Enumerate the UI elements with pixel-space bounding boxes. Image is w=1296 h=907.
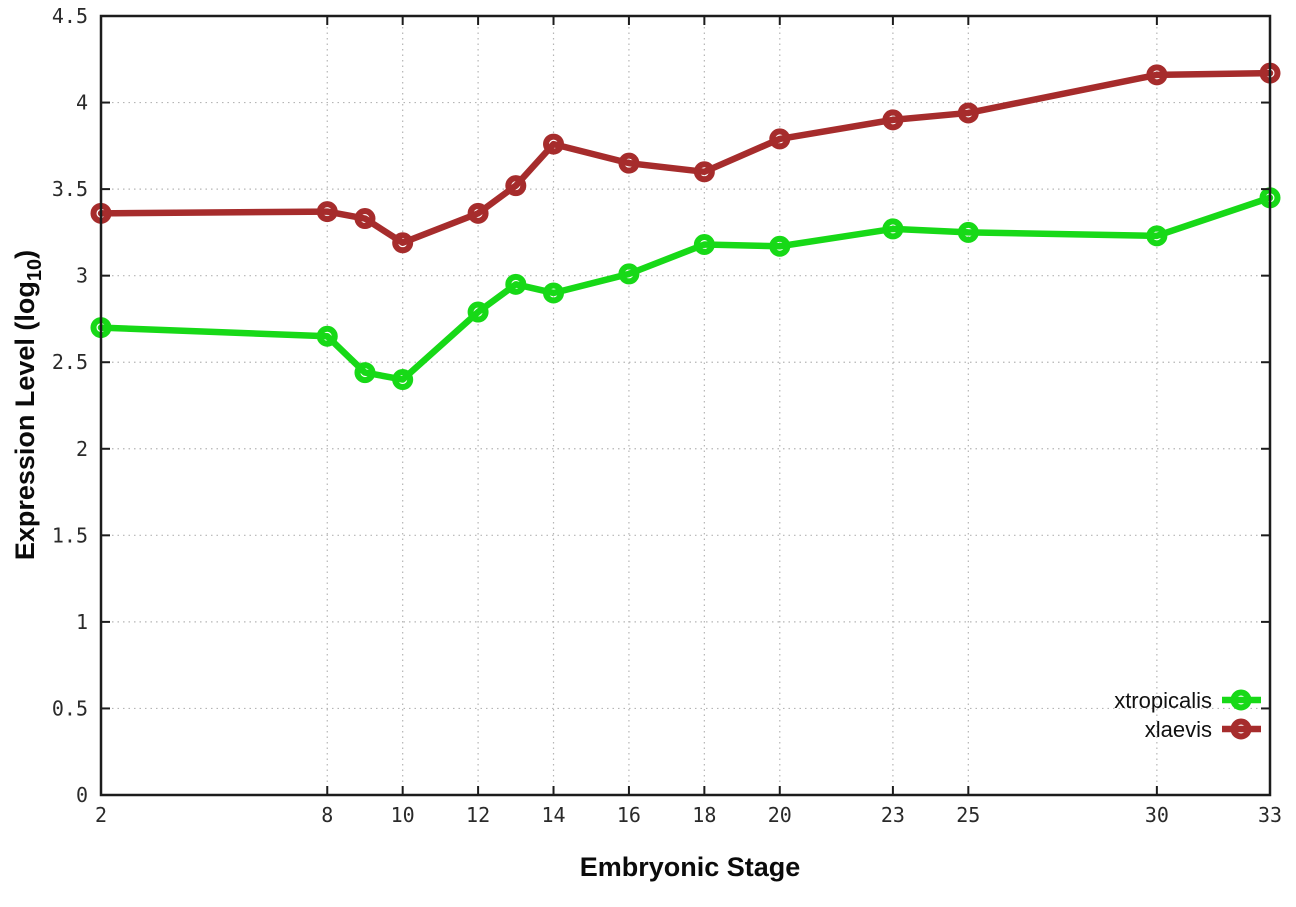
x-tick-label: 2 bbox=[95, 803, 107, 827]
y-tick-label: 3.5 bbox=[52, 177, 88, 201]
y-axis-title-close: ) bbox=[10, 250, 40, 259]
data-point-xtropicalis bbox=[693, 234, 715, 256]
y-axis-title: Expression Level (log10) bbox=[10, 250, 46, 560]
series-layer bbox=[90, 62, 1281, 391]
y-tick-label: 1.5 bbox=[52, 523, 88, 547]
x-tick-label: 12 bbox=[466, 803, 490, 827]
y-tick-label: 0 bbox=[76, 783, 88, 807]
data-point-xlaevis bbox=[618, 152, 640, 174]
data-point-xlaevis bbox=[957, 102, 979, 124]
y-tick-label: 4 bbox=[76, 91, 88, 115]
grid-layer bbox=[101, 16, 1270, 795]
plot-border bbox=[99, 14, 1272, 797]
data-point-xtropicalis bbox=[316, 325, 338, 347]
data-point-xtropicalis bbox=[392, 369, 414, 391]
data-point-xtropicalis bbox=[882, 218, 904, 240]
data-point-xtropicalis bbox=[505, 273, 527, 295]
data-point-xlaevis bbox=[354, 208, 376, 230]
y-tick-label: 2 bbox=[76, 437, 88, 461]
y-axis-title-subscript: 10 bbox=[24, 259, 46, 281]
y-tick-label: 0.5 bbox=[52, 696, 88, 720]
x-tick-label: 16 bbox=[617, 803, 641, 827]
data-point-xtropicalis bbox=[769, 235, 791, 257]
data-point-xlaevis bbox=[693, 161, 715, 183]
legend-label-xlaevis: xlaevis bbox=[1145, 717, 1212, 742]
y-axis-title-main: Expression Level (log bbox=[10, 281, 40, 560]
data-point-xlaevis bbox=[392, 232, 414, 254]
x-axis-title: Embryonic Stage bbox=[580, 852, 801, 882]
legend-marker-xtropicalis bbox=[1230, 689, 1252, 711]
data-point-xlaevis bbox=[1146, 64, 1168, 86]
legend-item-xlaevis: xlaevis bbox=[1145, 717, 1261, 742]
series-line-xlaevis bbox=[97, 69, 1274, 247]
x-tick-label: 8 bbox=[321, 803, 333, 827]
x-tick-label: 20 bbox=[768, 803, 792, 827]
y-tick-label: 4.5 bbox=[52, 4, 88, 28]
x-tick-label: 23 bbox=[881, 803, 905, 827]
data-point-xtropicalis bbox=[957, 221, 979, 243]
data-point-xlaevis bbox=[316, 201, 338, 223]
tick-label-layer: 2 8 10 12 14 16 18 20 23 25 30 33 0 0.5 1 1.5 2 2.5 3 3.5 4 4… bbox=[52, 4, 1282, 827]
x-tick-label: 30 bbox=[1145, 803, 1169, 827]
x-tick-label: 10 bbox=[391, 803, 415, 827]
data-point-xtropicalis bbox=[467, 301, 489, 323]
data-point-xtropicalis bbox=[1146, 225, 1168, 247]
data-point-xlaevis bbox=[543, 133, 565, 155]
series-line-xtropicalis bbox=[97, 194, 1274, 383]
legend: xtropicalis xlaevis bbox=[1114, 688, 1261, 742]
x-tick-label: 25 bbox=[956, 803, 980, 827]
data-point-xtropicalis bbox=[618, 263, 640, 285]
y-tick-label: 3 bbox=[76, 264, 88, 288]
data-point-xlaevis bbox=[882, 109, 904, 131]
legend-marker-xlaevis bbox=[1230, 718, 1252, 740]
data-point-xtropicalis bbox=[354, 362, 376, 384]
legend-label-xtropicalis: xtropicalis bbox=[1114, 688, 1212, 713]
data-point-xlaevis bbox=[467, 202, 489, 224]
legend-item-xtropicalis: xtropicalis bbox=[1114, 688, 1261, 713]
data-point-xlaevis bbox=[505, 175, 527, 197]
y-tick-label: 2.5 bbox=[52, 350, 88, 374]
tick-layer bbox=[100, 15, 1271, 796]
data-point-xtropicalis bbox=[543, 282, 565, 304]
x-tick-label: 33 bbox=[1258, 803, 1282, 827]
y-tick-label: 1 bbox=[76, 610, 88, 634]
x-tick-label: 14 bbox=[541, 803, 565, 827]
x-tick-label: 18 bbox=[692, 803, 716, 827]
data-point-xlaevis bbox=[769, 128, 791, 150]
